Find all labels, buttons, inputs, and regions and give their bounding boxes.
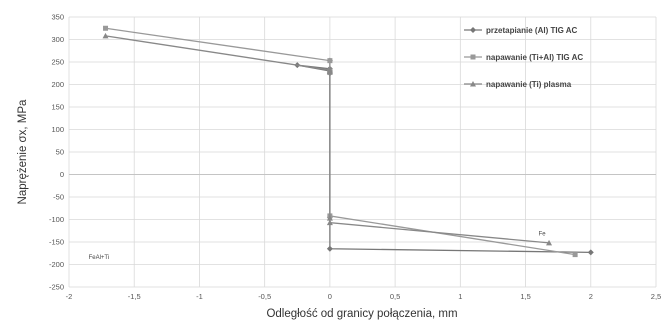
legend-swatch-marker — [470, 81, 476, 87]
y-tick-label: -250 — [49, 283, 64, 292]
annotations: Fe FeAl+Ti — [89, 231, 547, 261]
series-layer — [102, 25, 594, 258]
gridlines — [68, 16, 657, 288]
legend-label: napawanie (Ti+Al) TIG AC — [486, 53, 583, 62]
y-tick-label: 150 — [51, 103, 64, 112]
x-tick-label: -1 — [196, 292, 203, 301]
data-point — [103, 25, 109, 31]
x-tick-label: 2,5 — [651, 292, 661, 301]
y-tick-label: 250 — [51, 58, 64, 67]
y-tick-label: -200 — [49, 260, 64, 269]
y-tick-label: 100 — [51, 125, 64, 134]
annotation-label: FeAl+Ti — [89, 255, 110, 261]
annotation-label: Fe — [539, 231, 547, 237]
y-axis-title: Naprężenie σx, MPa — [17, 99, 29, 204]
x-tick-labels: -2 -1,5 -1 -0,5 0 0,5 1 1,5 2 2,5 — [66, 292, 662, 301]
data-point — [587, 249, 594, 256]
legend-item: napawanie (Ti) plasma — [464, 80, 572, 89]
data-point — [102, 32, 109, 39]
legend-swatch-marker — [470, 27, 476, 33]
x-tick-label: 1 — [458, 292, 462, 301]
data-point — [326, 68, 333, 75]
legend: przetapianie (Al) TIG AC napawanie (Ti+Al… — [464, 26, 583, 89]
series-line — [105, 35, 550, 244]
y-tick-label: 50 — [56, 148, 64, 157]
x-tick-label: 2 — [589, 292, 593, 301]
y-tick-label: -50 — [53, 193, 64, 202]
data-point — [327, 58, 333, 64]
x-tick-label: -2 — [66, 292, 73, 301]
x-axis-title: Odległość od granicy połączenia, mm — [266, 308, 457, 320]
x-tick-label: -0,5 — [258, 292, 271, 301]
x-tick-label: 0,5 — [390, 292, 400, 301]
y-tick-labels: 350 300 250 200 150 100 50 0 -50 -100 -150 -200 -250 — [49, 13, 64, 292]
data-point — [546, 239, 553, 246]
y-tick-label: -150 — [49, 238, 64, 247]
x-tick-label: -1,5 — [128, 292, 141, 301]
legend-swatch-marker — [470, 54, 476, 60]
y-tick-label: 200 — [51, 80, 64, 89]
legend-item: napawanie (Ti+Al) TIG AC — [464, 53, 583, 62]
x-tick-label: 0 — [328, 292, 332, 301]
series-3 — [102, 32, 553, 246]
legend-label: przetapianie (Al) TIG AC — [486, 26, 577, 35]
y-tick-label: 0 — [60, 170, 64, 179]
legend-item: przetapianie (Al) TIG AC — [464, 26, 577, 35]
y-tick-label: 300 — [51, 35, 64, 44]
legend-label: napawanie (Ti) plasma — [486, 80, 572, 89]
y-tick-label: 350 — [51, 13, 64, 22]
data-point — [326, 219, 333, 226]
data-point — [572, 252, 578, 258]
x-tick-label: 1,5 — [520, 292, 530, 301]
y-tick-label: -100 — [49, 215, 64, 224]
data-point — [326, 215, 333, 221]
data-point — [326, 245, 333, 252]
